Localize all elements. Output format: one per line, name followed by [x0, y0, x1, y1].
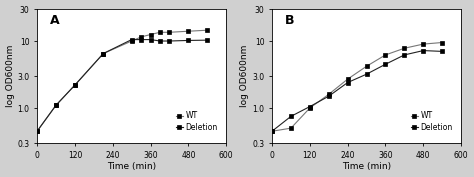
WT: [420, 43, 426, 45]
Text: B: B: [285, 14, 295, 27]
Deletion: [100, 53, 106, 55]
Deletion: [204, 39, 210, 41]
Deletion: [326, 95, 332, 97]
Deletion: [185, 39, 191, 41]
Deletion: [288, 115, 294, 117]
WT: [204, 29, 210, 31]
Legend: WT, Deletion: WT, Deletion: [410, 111, 454, 133]
WT: [148, 33, 154, 36]
WT: [326, 93, 332, 95]
WT: [345, 78, 350, 80]
WT: [167, 31, 173, 33]
Line: Deletion: Deletion: [270, 48, 444, 133]
Deletion: [364, 73, 369, 75]
WT: [401, 47, 407, 49]
Deletion: [167, 40, 173, 42]
Line: WT: WT: [35, 28, 210, 133]
Deletion: [439, 50, 445, 52]
Y-axis label: log OD600nm: log OD600nm: [240, 45, 249, 107]
Line: WT: WT: [270, 40, 444, 133]
Line: Deletion: Deletion: [35, 38, 210, 133]
WT: [72, 84, 78, 86]
WT: [185, 30, 191, 32]
WT: [269, 130, 275, 132]
Deletion: [345, 81, 350, 84]
Deletion: [34, 130, 40, 132]
Deletion: [307, 105, 313, 108]
Deletion: [269, 130, 275, 132]
WT: [307, 107, 313, 109]
Deletion: [129, 39, 135, 41]
Deletion: [138, 39, 144, 41]
WT: [100, 53, 106, 55]
Deletion: [401, 54, 407, 56]
Legend: WT, Deletion: WT, Deletion: [175, 111, 219, 133]
WT: [53, 104, 59, 106]
Deletion: [383, 63, 388, 65]
WT: [383, 54, 388, 56]
Deletion: [420, 50, 426, 52]
X-axis label: Time (min): Time (min): [342, 162, 391, 172]
Deletion: [72, 84, 78, 86]
WT: [288, 127, 294, 129]
X-axis label: Time (min): Time (min): [107, 162, 156, 172]
Y-axis label: log OD600nm: log OD600nm: [6, 45, 15, 107]
Deletion: [53, 104, 59, 106]
Deletion: [148, 39, 154, 41]
WT: [439, 41, 445, 44]
WT: [157, 31, 163, 33]
WT: [129, 40, 135, 42]
Deletion: [157, 40, 163, 42]
WT: [364, 65, 369, 67]
WT: [34, 130, 40, 132]
WT: [138, 36, 144, 38]
Text: A: A: [50, 14, 60, 27]
